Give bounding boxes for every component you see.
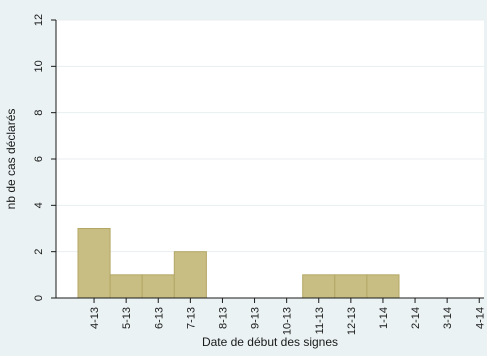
bar-12-13 bbox=[334, 274, 368, 299]
y-tick-label: 2 bbox=[33, 249, 45, 255]
y-axis-ticks: 0 2 4 6 8 10 12 bbox=[33, 14, 56, 301]
bars bbox=[77, 228, 400, 299]
grid bbox=[56, 19, 484, 253]
x-tick-label: 11-13 bbox=[314, 307, 326, 334]
x-tick-label: 6-13 bbox=[153, 307, 165, 329]
y-tick-label: 8 bbox=[33, 110, 45, 116]
bar-1-14 bbox=[366, 274, 400, 299]
x-axis-ticks: 4-13 5-13 6-13 7-13 8-13 9-13 10-13 11-13 12-13 1… bbox=[89, 298, 486, 335]
y-tick-label: 12 bbox=[33, 14, 45, 26]
x-axis-label: Date de début des signes bbox=[202, 335, 338, 349]
x-tick-label: 9-13 bbox=[250, 307, 262, 329]
bar-4-13 bbox=[77, 228, 111, 299]
y-tick-label: 10 bbox=[33, 60, 45, 72]
y-tick-label: 6 bbox=[33, 156, 45, 162]
x-tick-label: 5-13 bbox=[121, 307, 133, 329]
y-tick-label: 0 bbox=[33, 295, 45, 301]
x-tick-label: 10-13 bbox=[282, 307, 294, 335]
x-tick-label: 8-13 bbox=[217, 307, 229, 329]
x-tick-label: 4-13 bbox=[89, 307, 101, 329]
x-tick-label: 2-14 bbox=[410, 307, 422, 329]
bar-11-13 bbox=[302, 274, 336, 299]
bar-5-13 bbox=[109, 274, 143, 299]
x-tick-label: 12-13 bbox=[346, 307, 358, 335]
bar-6-13 bbox=[141, 274, 175, 299]
x-tick-label: 4-14 bbox=[474, 307, 486, 329]
y-tick-label: 4 bbox=[33, 202, 45, 208]
x-tick-label: 3-14 bbox=[442, 307, 454, 329]
x-tick-label: 7-13 bbox=[185, 307, 197, 329]
x-tick-label: 1-14 bbox=[378, 307, 390, 329]
y-axis-label: nb de cas déclarés bbox=[4, 109, 18, 210]
bar-7-13 bbox=[173, 251, 207, 299]
